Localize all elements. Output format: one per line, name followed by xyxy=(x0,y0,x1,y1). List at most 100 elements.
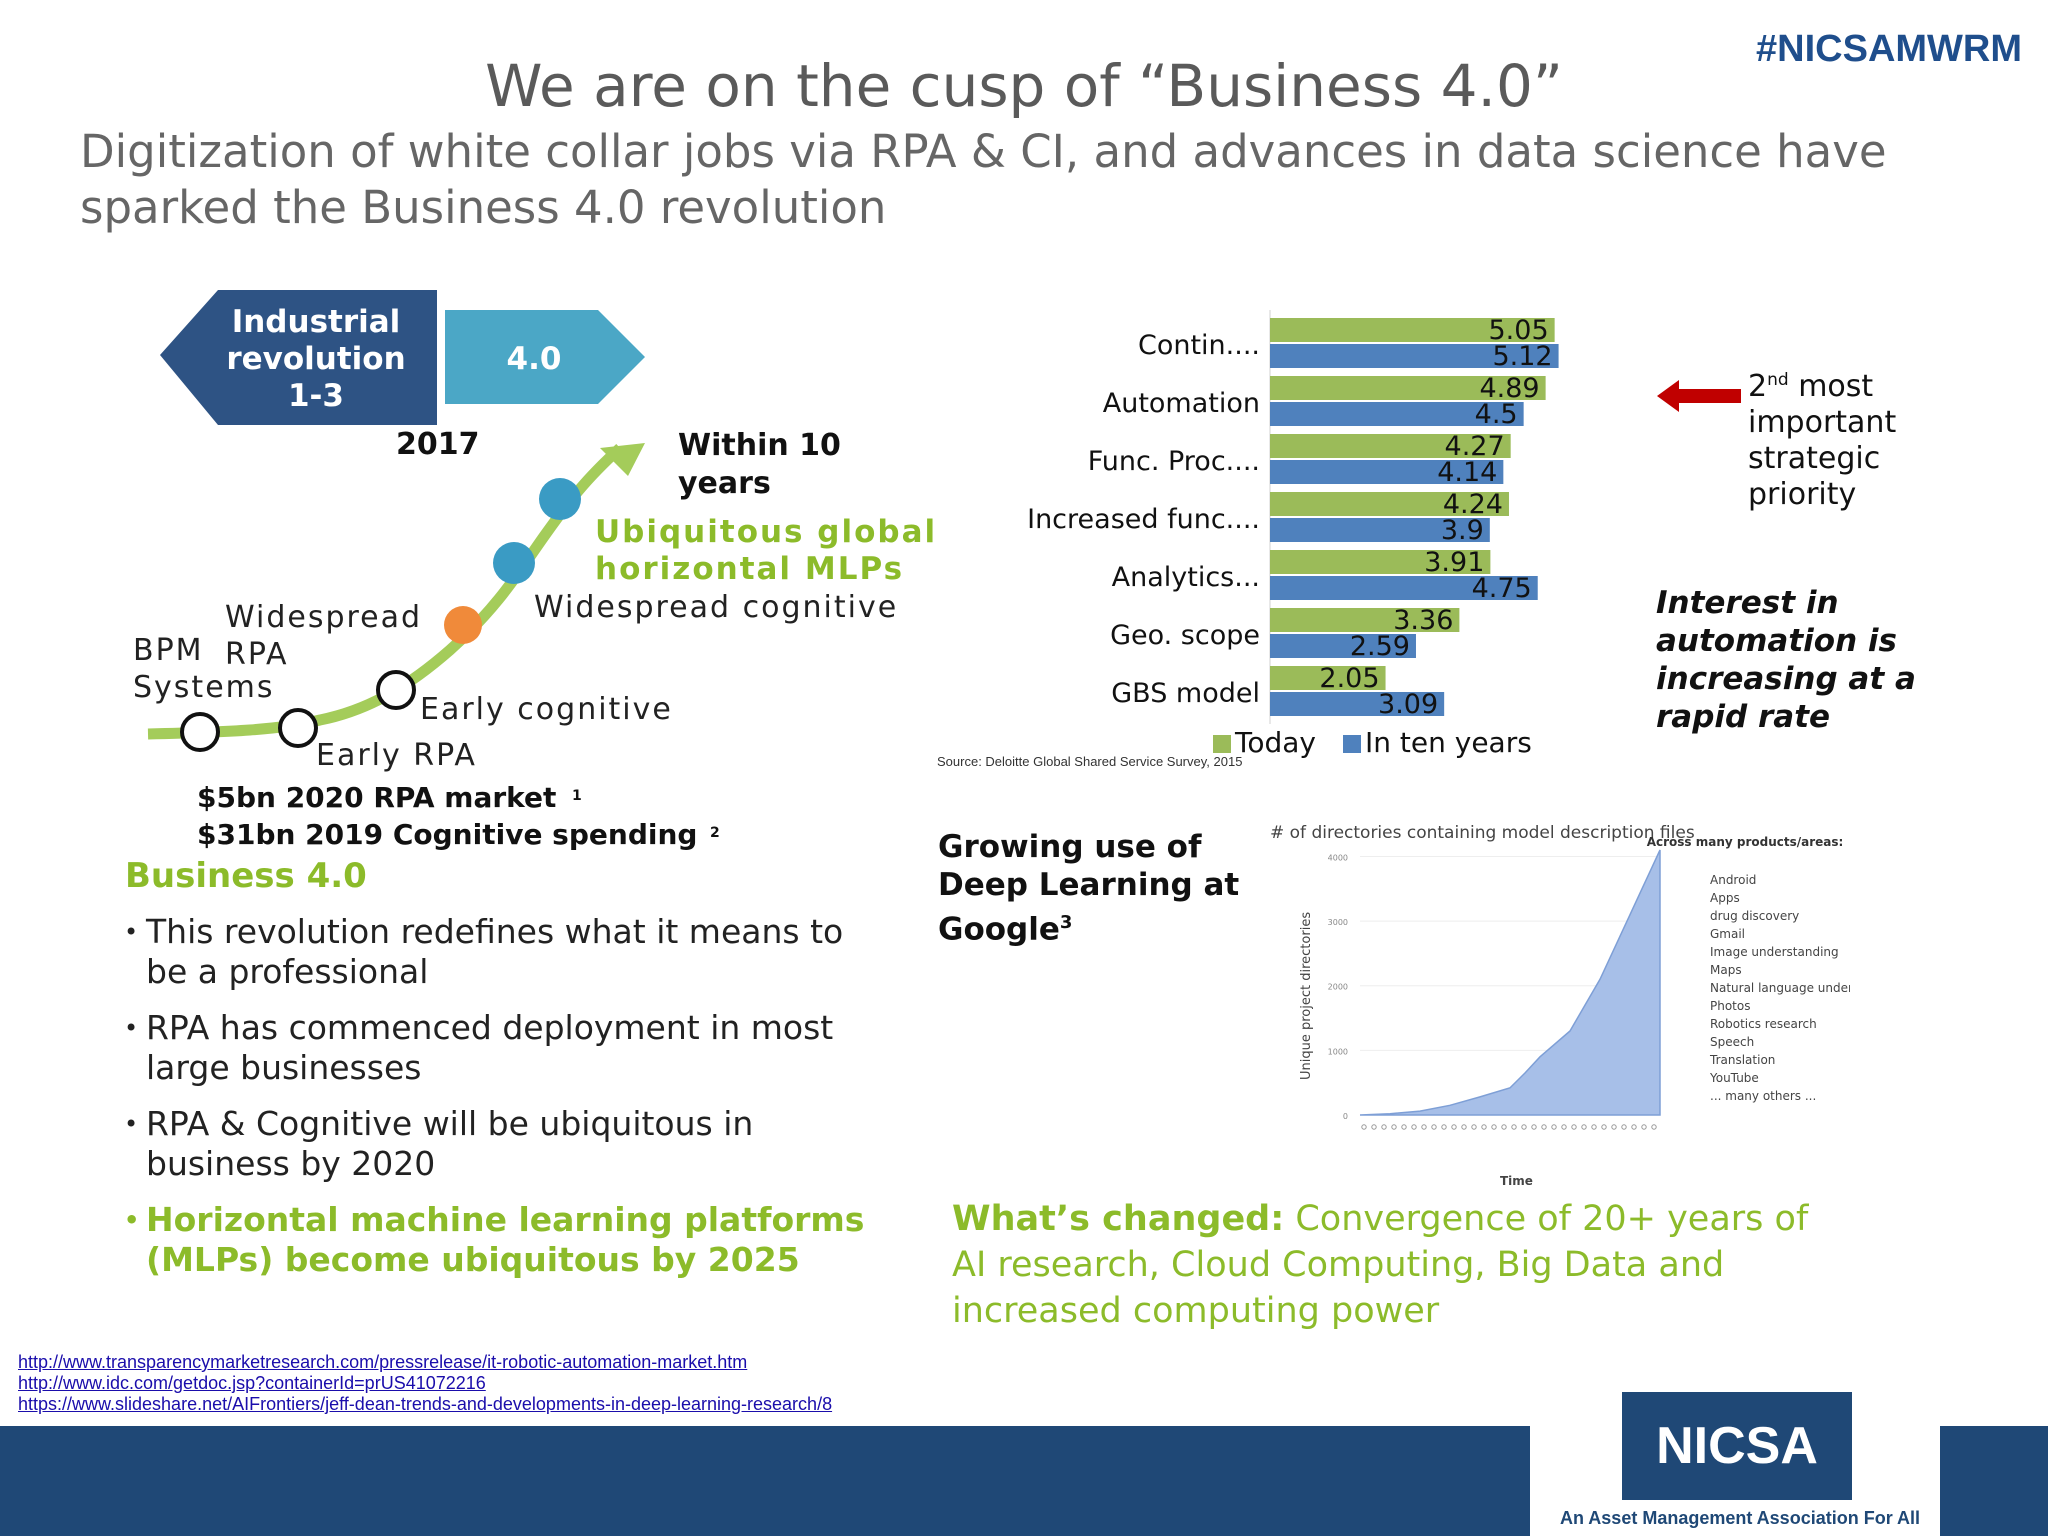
category-label: Geo. scope xyxy=(1110,620,1260,651)
interest-line-4: rapid rate xyxy=(1656,699,1831,735)
early-cognitive-label: Early cognitive xyxy=(420,692,673,727)
bpm-node xyxy=(180,712,220,752)
category-label: Analytics... xyxy=(1112,562,1260,593)
area-ytick-label: 4000 xyxy=(1328,853,1348,862)
bar-value-label: 3.09 xyxy=(1378,689,1438,720)
priority-sup: nd xyxy=(1767,370,1789,390)
bar-ten-years xyxy=(1270,692,1445,716)
area-legend-item: Image understanding xyxy=(1710,945,1839,959)
chart-source: Source: Deloitte Global Shared Service S… xyxy=(937,754,1243,769)
area-chart-title: # of directories containing model descri… xyxy=(1270,823,1695,843)
ubiquitous-label-1: Ubiquitous global xyxy=(595,514,937,550)
bar-today xyxy=(1270,492,1509,516)
industrial-arrow-shape xyxy=(160,290,437,425)
legend-swatch xyxy=(1343,735,1361,753)
bar-ten-years xyxy=(1270,576,1538,600)
red-arrow-icon xyxy=(1657,380,1741,412)
bpm-label-1: BPM xyxy=(133,633,204,668)
industrial-label-1: Industrial xyxy=(232,304,401,340)
whats-changed-text: Convergence of 20+ years of AI research,… xyxy=(952,1199,1809,1331)
area-legend-item: Gmail xyxy=(1710,927,1745,941)
year-label: 2017 xyxy=(396,427,480,462)
legend-label: Today xyxy=(1234,726,1316,759)
area-legend-item: Photos xyxy=(1710,999,1750,1013)
bar-value-label: 3.9 xyxy=(1441,515,1484,546)
category-label: Func. Proc.... xyxy=(1088,446,1260,477)
bar-value-label: 3.36 xyxy=(1393,605,1453,636)
widespread-cognitive-label: Widespread cognitive xyxy=(534,590,898,625)
area-xtick-mark xyxy=(1571,1124,1577,1130)
priority-bar-chart: Contin.... 5.055.12 Automation 4.894.5 Func.… xyxy=(1027,310,1559,759)
bullet-item-highlight: Horizontal machine learning platforms (M… xyxy=(124,1200,884,1280)
bar-value-label: 4.75 xyxy=(1472,573,1532,604)
whats-changed: What’s changed: Convergence of 20+ years… xyxy=(952,1196,1852,1334)
slide-subtitle: Digitization of white collar jobs via RP… xyxy=(80,125,1887,234)
area-xtick-mark xyxy=(1621,1124,1627,1130)
growth-curve-arrowhead xyxy=(600,443,645,476)
widespread-rpa-node xyxy=(444,606,482,644)
slide-title: We are on the cusp of “Business 4.0” xyxy=(485,52,1563,120)
bullet-item: RPA & Cognitive will be ubiquitous in bu… xyxy=(124,1104,884,1184)
within-label-2: years xyxy=(678,466,771,501)
area-xtick-mark xyxy=(1411,1124,1417,1130)
deep-learning-area-chart: # of directories containing model descri… xyxy=(1270,823,1850,1188)
priority-line-4: priority xyxy=(1748,477,1857,512)
bar-today xyxy=(1270,666,1386,690)
interest-line-1: Interest in xyxy=(1656,585,1839,621)
area-xtick-mark xyxy=(1561,1124,1567,1130)
area-xtick-mark xyxy=(1601,1124,1607,1130)
area-xtick-mark xyxy=(1501,1124,1507,1130)
area-legend-item: Apps xyxy=(1710,891,1740,905)
area-xtick-mark xyxy=(1531,1124,1537,1130)
whats-changed-heading: What’s changed: xyxy=(952,1199,1285,1239)
bar-today xyxy=(1270,376,1546,400)
area-ytick-label: 2000 xyxy=(1328,983,1348,992)
deep-learning-sup: 3 xyxy=(1059,912,1073,933)
area-xtick-mark xyxy=(1511,1124,1517,1130)
area-legend-item: YouTube xyxy=(1709,1071,1759,1085)
area-xtick-mark xyxy=(1491,1124,1497,1130)
reference-link-2[interactable]: http://www.idc.com/getdoc.jsp?containerI… xyxy=(18,1373,486,1393)
area-xtick-mark xyxy=(1541,1124,1547,1130)
priority-num: 2 xyxy=(1748,369,1768,404)
ubiquitous-node xyxy=(539,478,581,520)
priority-line-1: most xyxy=(1788,369,1874,404)
industrial-label-3: 1-3 xyxy=(288,378,344,414)
footer-bar-right xyxy=(1940,1426,2048,1536)
area-xtick-mark xyxy=(1521,1124,1527,1130)
legend-swatch xyxy=(1213,735,1231,753)
area-xtick-mark xyxy=(1451,1124,1457,1130)
reference-link-3[interactable]: https://www.slideshare.net/AIFrontiers/j… xyxy=(18,1394,833,1414)
business-heading: Business 4.0 xyxy=(125,856,367,896)
category-label: Contin.... xyxy=(1138,330,1260,361)
legend-label: In ten years xyxy=(1365,726,1532,759)
area-xtick-mark xyxy=(1421,1124,1427,1130)
bar-ten-years xyxy=(1270,634,1416,658)
widespread-rpa-label-2: RPA xyxy=(225,637,289,672)
area-legend-title: Across many products/areas: xyxy=(1647,835,1844,849)
bar-value-label: 5.05 xyxy=(1489,315,1549,346)
area-legend-item: Android xyxy=(1710,873,1756,887)
bar-value-label: 4.14 xyxy=(1437,457,1497,488)
cognitive-spending-sup: 2 xyxy=(710,825,720,841)
nicsa-logo: NICSA xyxy=(1622,1392,1852,1500)
bar-today xyxy=(1270,608,1460,632)
priority-note: 2nd most important strategic priority xyxy=(1748,362,1896,513)
reference-link-1[interactable]: http://www.transparencymarketresearch.co… xyxy=(18,1352,748,1372)
widespread-rpa-label-1: Widespread xyxy=(225,600,422,635)
area-ytick-label: 1000 xyxy=(1328,1047,1348,1056)
deep-learning-note: Growing use of Deep Learning at Google3 xyxy=(938,828,1239,948)
area-legend-item: Natural language understanding xyxy=(1710,981,1850,995)
business-bullets: This revolution redefines what it means … xyxy=(124,912,884,1296)
interest-line-3: increasing at a xyxy=(1656,661,1916,697)
area-xtick-mark xyxy=(1461,1124,1467,1130)
category-label: Increased func.... xyxy=(1027,504,1260,535)
early-cognitive-node xyxy=(376,670,416,710)
early-rpa-node xyxy=(278,708,318,748)
area-xtick-mark xyxy=(1371,1124,1377,1130)
area-legend-item: drug discovery xyxy=(1710,909,1799,923)
bar-value-label: 4.24 xyxy=(1443,489,1503,520)
nicsa-tagline: An Asset Management Association For All xyxy=(1559,1508,1921,1528)
bar-value-label: 2.05 xyxy=(1319,663,1379,694)
area-xtick-mark xyxy=(1631,1124,1637,1130)
